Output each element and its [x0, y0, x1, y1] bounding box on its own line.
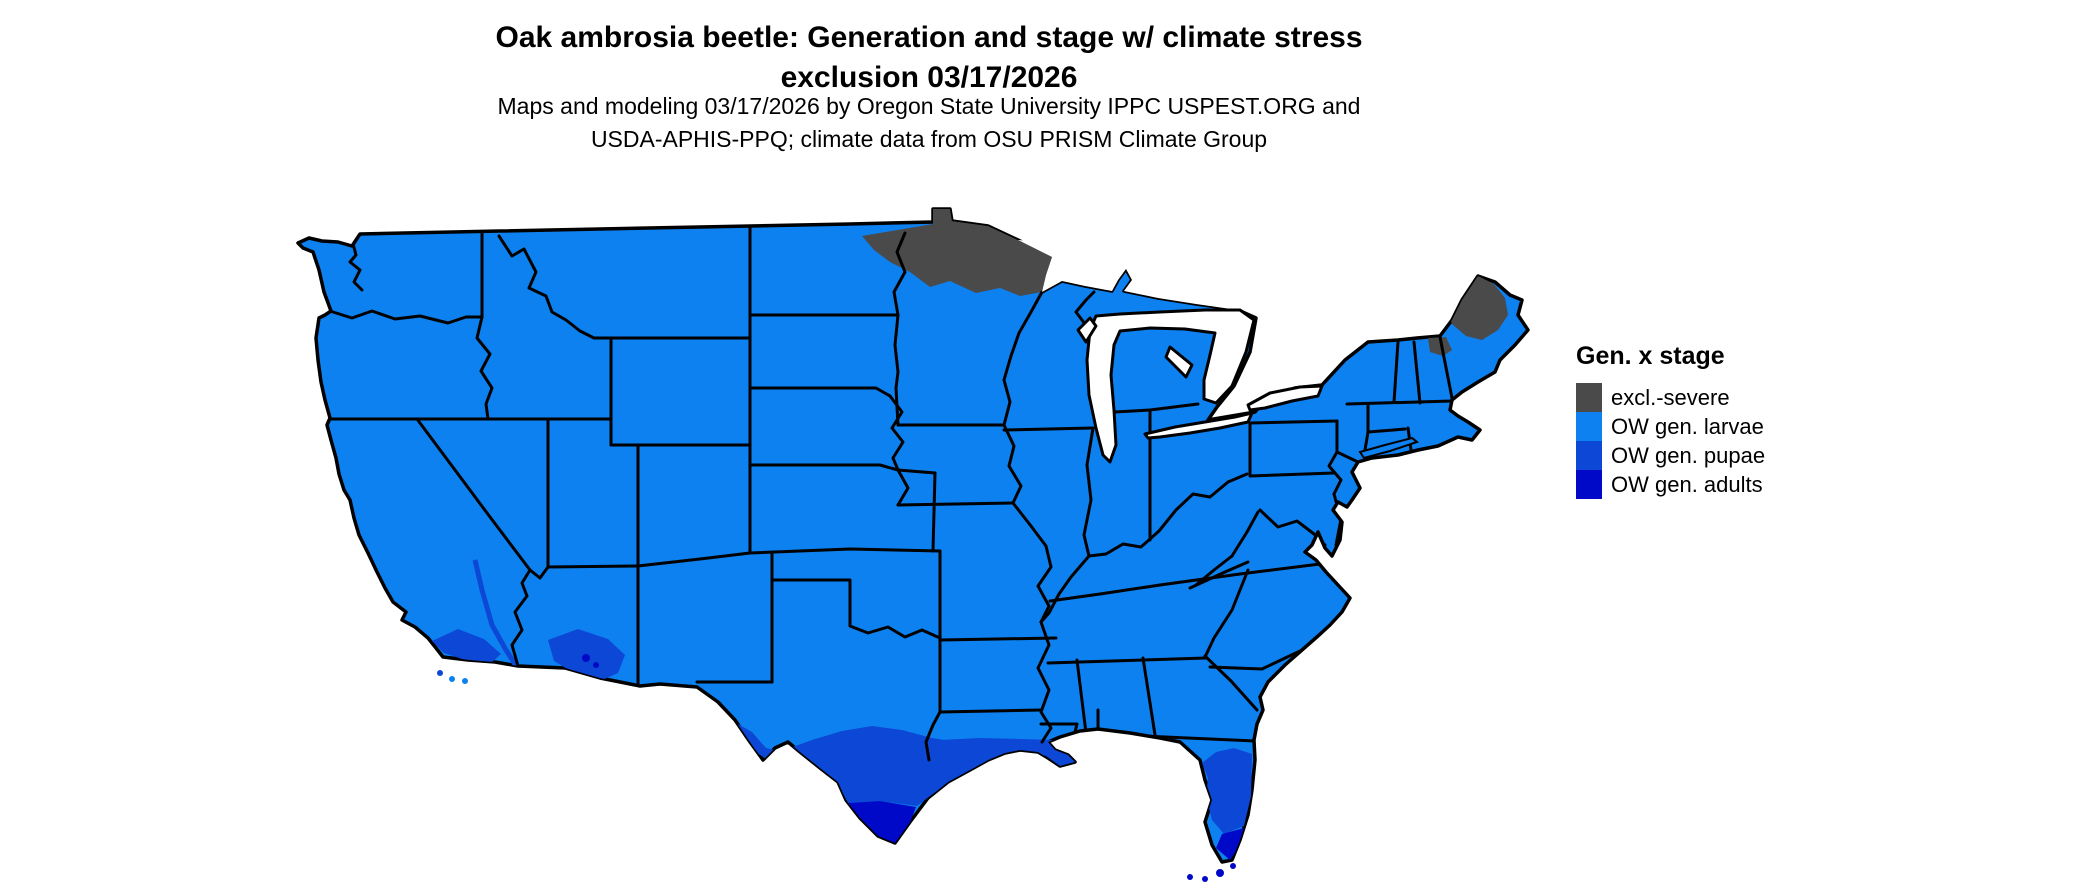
region-pupae-florida — [1202, 748, 1252, 834]
legend-item: OW gen. adults — [1576, 470, 1765, 499]
region-pupae-colorado-river — [472, 559, 519, 668]
legend-item: OW gen. larvae — [1576, 412, 1765, 441]
legend-swatch — [1576, 412, 1602, 441]
region-adults-arizona-speck — [582, 654, 590, 662]
great-lakes — [1018, 240, 1324, 464]
saginaw-bay — [1164, 345, 1194, 379]
legend-swatch — [1576, 383, 1602, 412]
legend-label: OW gen. adults — [1611, 471, 1763, 497]
lake-erie — [1143, 411, 1254, 440]
region-adults-florida-tip — [1216, 828, 1244, 860]
region-excl-severe-new-hampshire — [1428, 337, 1452, 356]
legend-swatch — [1576, 470, 1602, 499]
legend-swatch — [1576, 441, 1602, 470]
state-borders — [325, 220, 1454, 762]
florida-keys — [1187, 863, 1236, 882]
lake-michigan-huron — [1085, 308, 1256, 464]
region-excl-severe-minnesota — [862, 209, 1052, 296]
legend-label: OW gen. larvae — [1611, 413, 1764, 439]
legend-title: Gen. x stage — [1576, 342, 1725, 370]
legend-label: OW gen. pupae — [1611, 442, 1766, 468]
map-title: Oak ambrosia beetle: Generation and stag… — [0, 18, 1858, 98]
legend-label: excl.-severe — [1611, 384, 1730, 410]
legend-item: excl.-severe — [1576, 383, 1765, 412]
region-pupae-big-bend — [738, 724, 775, 762]
legend-rows: excl.-severe OW gen. larvae OW gen. pupae O… — [1576, 383, 1765, 499]
region-adults-texas-tip — [848, 801, 916, 843]
map-subtitle-line1: Maps and modeling 03/17/2026 by Oregon S… — [497, 93, 1361, 119]
map-title-line1: Oak ambrosia beetle: Generation and stag… — [495, 21, 1363, 54]
channel-islands — [437, 670, 468, 684]
lake-superior — [1018, 240, 1252, 310]
region-pupae-southern-california — [432, 629, 501, 663]
region-adults-arizona-speck2 — [593, 662, 599, 668]
region-pupae-louisiana — [905, 738, 1078, 778]
green-bay — [1076, 316, 1098, 344]
map-title-line2: exclusion 03/17/2026 — [780, 61, 1078, 94]
map-subtitle-line2: USDA-APHIS-PPQ; climate data from OSU PR… — [590, 126, 1268, 152]
legend-item: OW gen. pupae — [1576, 441, 1765, 470]
long-island — [1358, 436, 1420, 460]
lake-ontario — [1246, 384, 1324, 412]
map-subtitle: Maps and modeling 03/17/2026 by Oregon S… — [0, 90, 1858, 156]
map-legend: Gen. x stage excl.-severe OW gen. larvae O… — [1576, 342, 1765, 499]
